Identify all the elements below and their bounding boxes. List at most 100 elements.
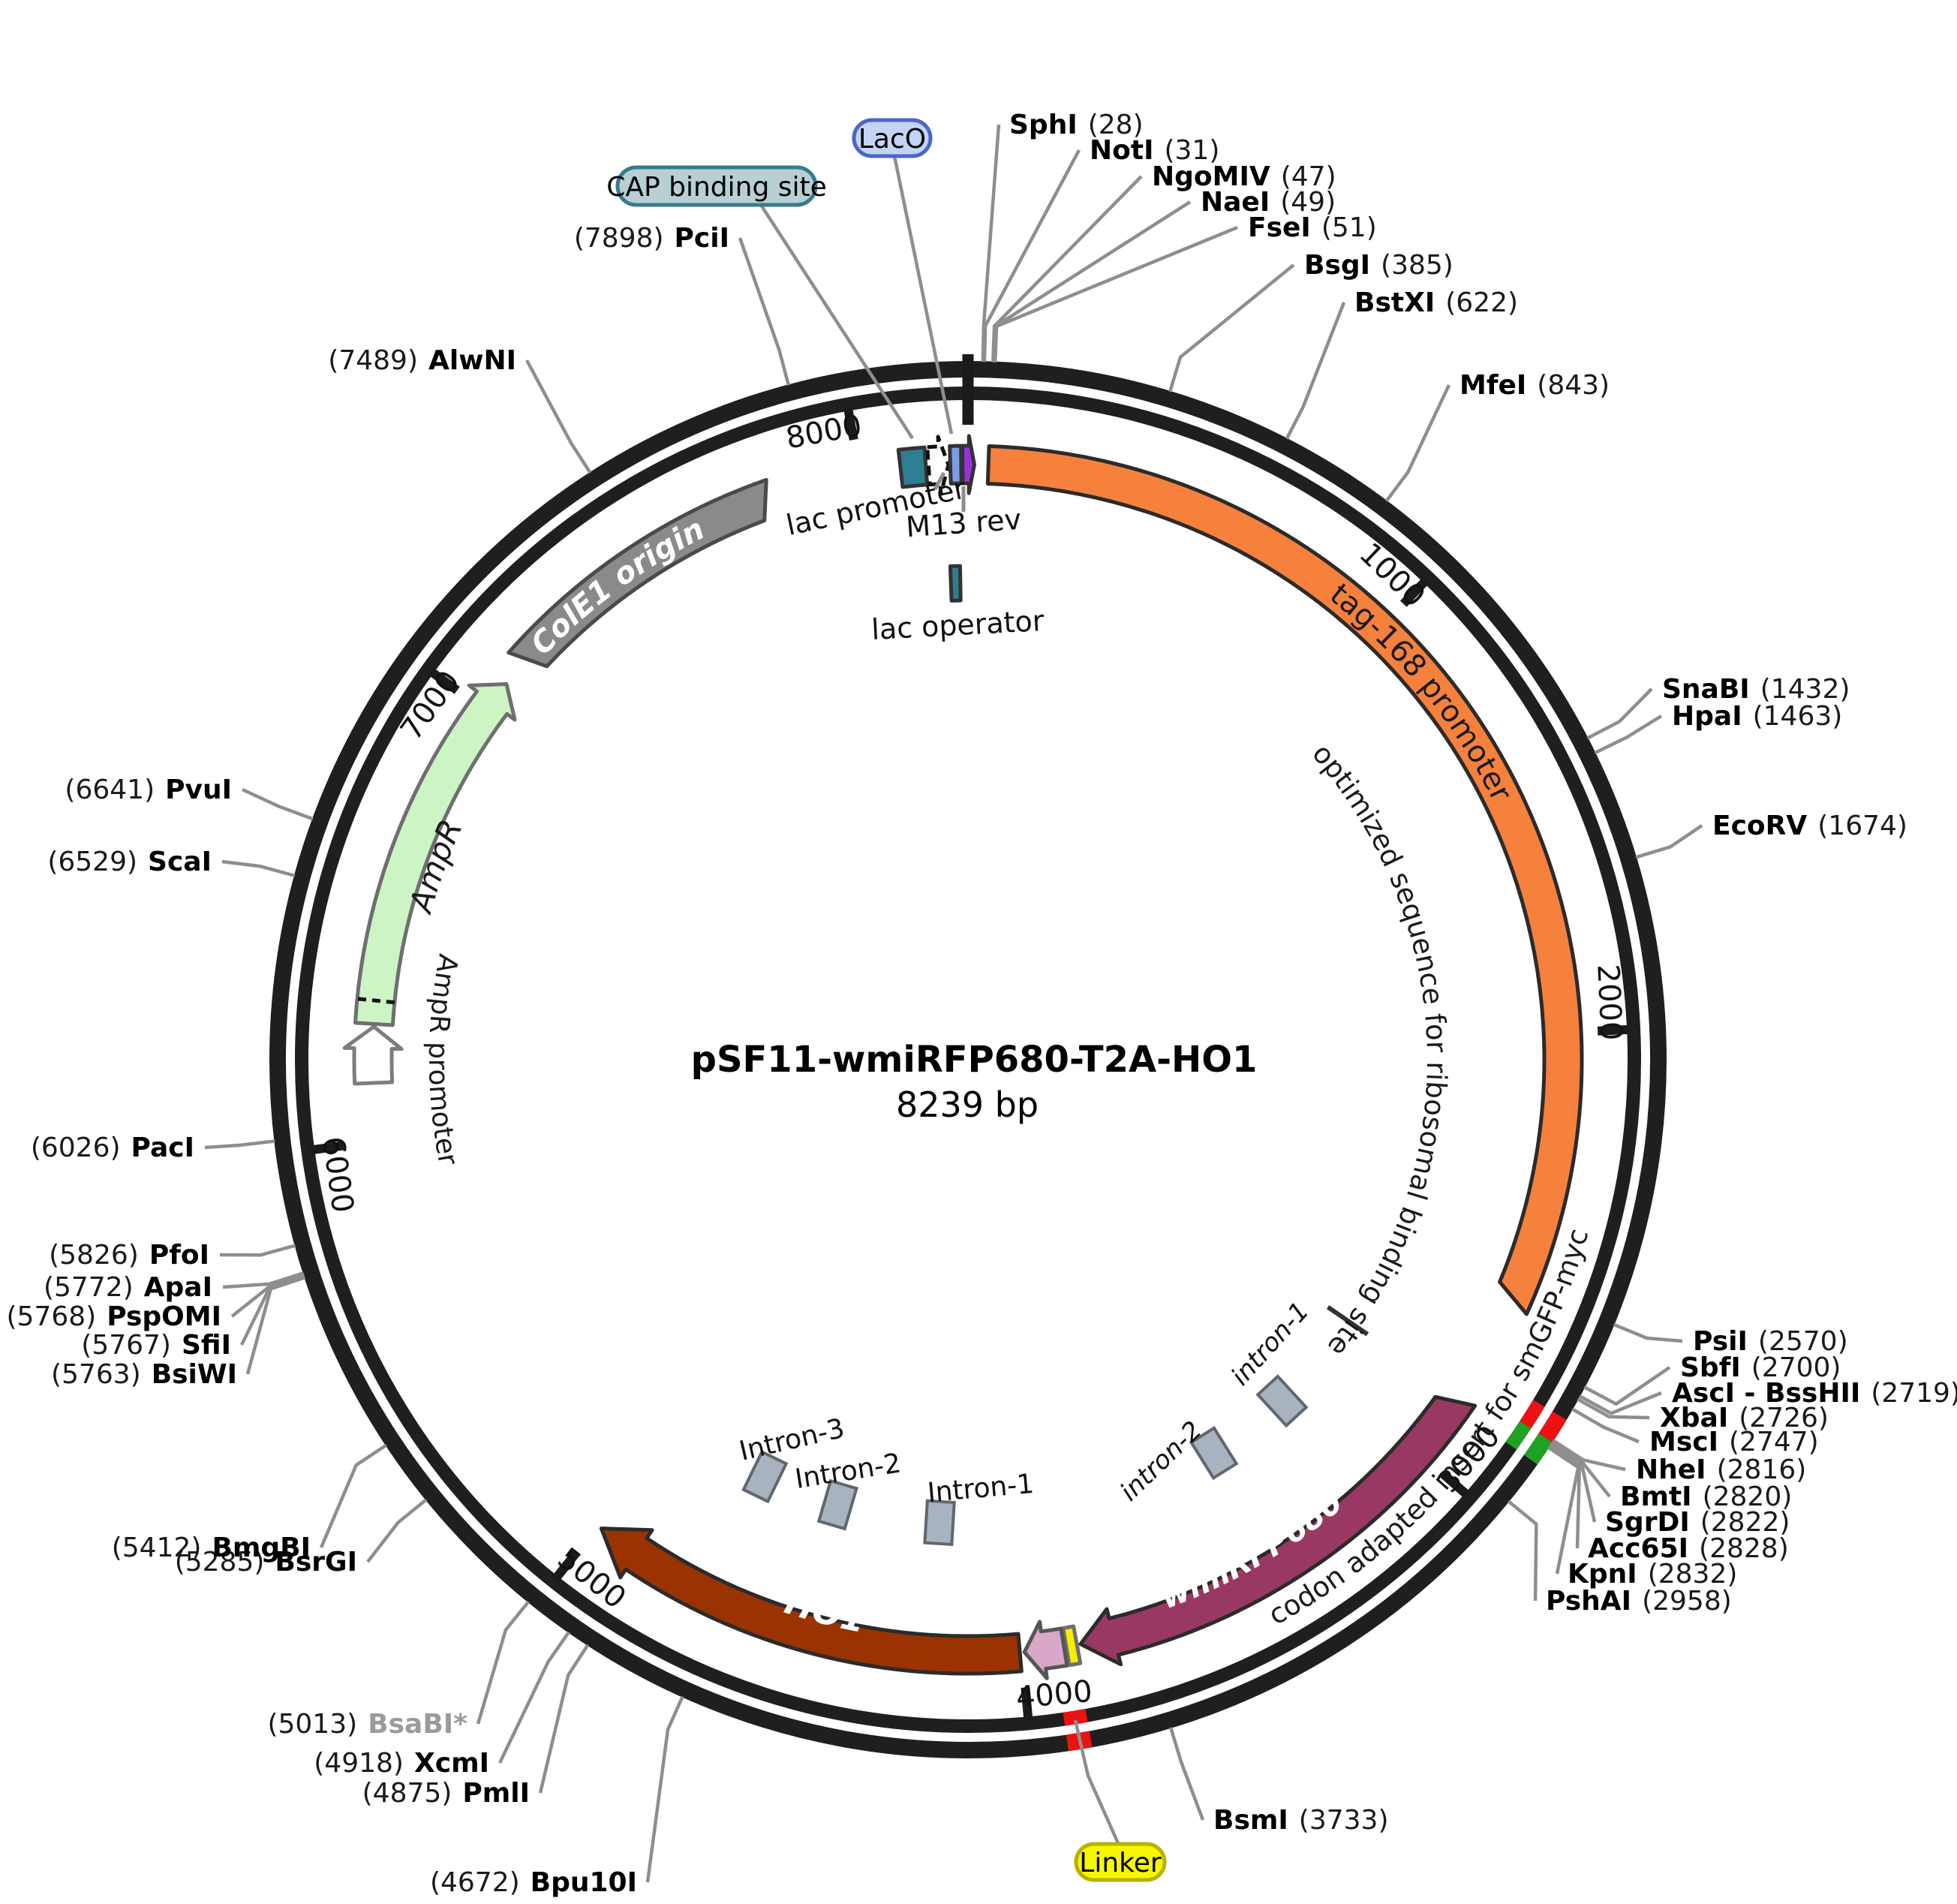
ampr-dashed-boundary	[356, 997, 395, 1005]
plasmid-size: 8239 bp	[896, 1084, 1039, 1125]
curved-label-text-AmpR-promoter-label: AmpR promoter	[422, 952, 464, 1168]
site-position: (2719)	[1871, 1378, 1957, 1409]
ring-mark-inner-red-linker	[1063, 1708, 1088, 1726]
callout-label-cap-binding-site: CAP binding site	[606, 172, 827, 203]
site-label-NheI: NheI (2816)	[1636, 1454, 1806, 1485]
tick-2000	[1597, 1024, 1631, 1036]
leader-ApaI	[222, 1271, 305, 1289]
site-position: (2726)	[1739, 1403, 1829, 1433]
site-name: SphI	[1009, 110, 1078, 140]
tick-7000	[428, 667, 460, 694]
inline-label-m13-rev-label: M13 rev	[905, 503, 1023, 544]
feature-box-Intron-2-left	[816, 1478, 858, 1531]
site-position: (5826)	[49, 1240, 139, 1271]
tick-6000	[310, 1141, 344, 1155]
site-name: PvuI	[165, 775, 232, 805]
site-label-Acc65I: Acc65I (2828)	[1588, 1533, 1789, 1564]
leader-lines-layer	[204, 124, 1703, 1883]
site-name: HpaI	[1672, 701, 1742, 732]
leader-PsiI	[1613, 1322, 1683, 1343]
site-label-NaeI: NaeI (49)	[1201, 187, 1336, 218]
feature-lac-promoter-arrow	[925, 435, 951, 496]
site-position: (4918)	[314, 1748, 404, 1779]
site-name: MscI	[1649, 1427, 1718, 1457]
site-name: Acc65I	[1588, 1533, 1688, 1564]
site-name: NotI	[1090, 135, 1153, 166]
site-name: SbfI	[1680, 1352, 1741, 1383]
leader-PacI	[204, 1139, 275, 1150]
leader-KpnI	[1547, 1445, 1580, 1575]
site-label-EcoRV: EcoRV (1674)	[1712, 811, 1907, 841]
tick-5000	[552, 1550, 580, 1582]
leader-PvuI	[242, 787, 314, 821]
site-label-HpaI: HpaI (1463)	[1672, 701, 1842, 732]
callout-oval-cap-binding-site	[615, 165, 818, 207]
site-position: (2958)	[1642, 1586, 1732, 1617]
site-position: (28)	[1088, 110, 1144, 140]
site-position: (49)	[1280, 187, 1336, 218]
site-label-ScaI: (6529) ScaI	[47, 847, 212, 877]
site-name: ApaI	[144, 1272, 212, 1303]
feature-CAP-binding-site-box	[896, 445, 930, 489]
feature-box-intron-2-right	[1189, 1426, 1239, 1481]
curved-label-AmpR-promoter-label: AmpR promoter	[422, 952, 464, 1168]
site-label-PciI: (7898) PciI	[574, 223, 729, 254]
site-position: (5772)	[44, 1272, 134, 1303]
leader-SbfI	[1583, 1366, 1671, 1406]
site-label-ApaI: (5772) ApaI	[44, 1272, 212, 1303]
leader-linker	[1073, 1719, 1120, 1844]
site-label-NgoMIV: NgoMIV (47)	[1152, 161, 1336, 192]
plasmid-title: pSF11-wmiRFP680-T2A-HO1	[691, 1039, 1258, 1081]
site-name: PsiI	[1693, 1326, 1748, 1357]
enzyme-sites-layer: SphI (28)NotI (31)NgoMIV (47) NaeI (49)FseI (5…	[7, 110, 1957, 1898]
site-position: (6026)	[31, 1132, 121, 1163]
leader-BmgBI	[319, 1443, 387, 1548]
site-name: PmlI	[462, 1778, 530, 1809]
site-name: NheI	[1636, 1454, 1706, 1485]
site-position: (47)	[1281, 161, 1336, 192]
site-name: MfeI	[1459, 370, 1526, 401]
site-label-BmgBI: (5412) BmgBI	[112, 1533, 311, 1563]
leader-laco	[892, 155, 954, 435]
site-name: EcoRV	[1712, 811, 1807, 841]
site-position: (2820)	[1703, 1481, 1793, 1512]
site-name: ScaI	[148, 847, 212, 877]
feature-LacO-arrow	[960, 434, 976, 495]
site-position: (2816)	[1717, 1454, 1807, 1485]
site-label-SgrDI: SgrDI (2822)	[1605, 1507, 1790, 1538]
leader-NotI	[982, 149, 1081, 362]
rbs-site-tick	[1326, 1305, 1369, 1337]
leader-BsiWI	[245, 1276, 306, 1375]
feature-tag168-promoter	[985, 444, 1584, 1316]
tick-label-2000: 2000	[1590, 964, 1628, 1042]
site-label-SfiI: (5767) SfiI	[81, 1330, 231, 1361]
site-position: (31)	[1164, 135, 1219, 166]
site-label-SbfI: SbfI (2700)	[1680, 1352, 1841, 1383]
site-position: (6641)	[65, 775, 155, 805]
leader-XcmI	[498, 1631, 570, 1764]
leader-MscI	[1571, 1407, 1640, 1444]
tick-label-4000: 4000	[1015, 1674, 1094, 1716]
leader-BsrGI	[366, 1498, 428, 1563]
site-position: (5285)	[175, 1547, 265, 1578]
site-name: BsrGI	[275, 1547, 357, 1578]
site-name: NgoMIV	[1152, 161, 1270, 192]
site-position: (5763)	[51, 1359, 141, 1390]
site-label-XcmI: (4918) XcmI	[314, 1748, 489, 1779]
callouts-layer: CAP binding site LacO Linker	[606, 118, 1167, 1882]
ring-mark-green-2840	[1523, 1433, 1553, 1465]
site-label-PvuI: (6641) PvuI	[65, 775, 232, 805]
ring-marks-layer	[1063, 1400, 1567, 1752]
site-label-AscI-BssHII: AscI - BssHII (2719)	[1672, 1378, 1957, 1409]
site-label-KpnI: KpnI (2832)	[1568, 1559, 1737, 1590]
leader-PmlI	[538, 1644, 590, 1794]
leader-ScaI	[221, 859, 296, 878]
site-name: BsaBI*	[368, 1709, 467, 1740]
site-label-SnaBI: SnaBI (1432)	[1662, 674, 1850, 705]
site-name: XcmI	[414, 1748, 489, 1779]
site-label-FseI: FseI (51)	[1248, 212, 1377, 243]
site-position: (4875)	[362, 1778, 452, 1809]
